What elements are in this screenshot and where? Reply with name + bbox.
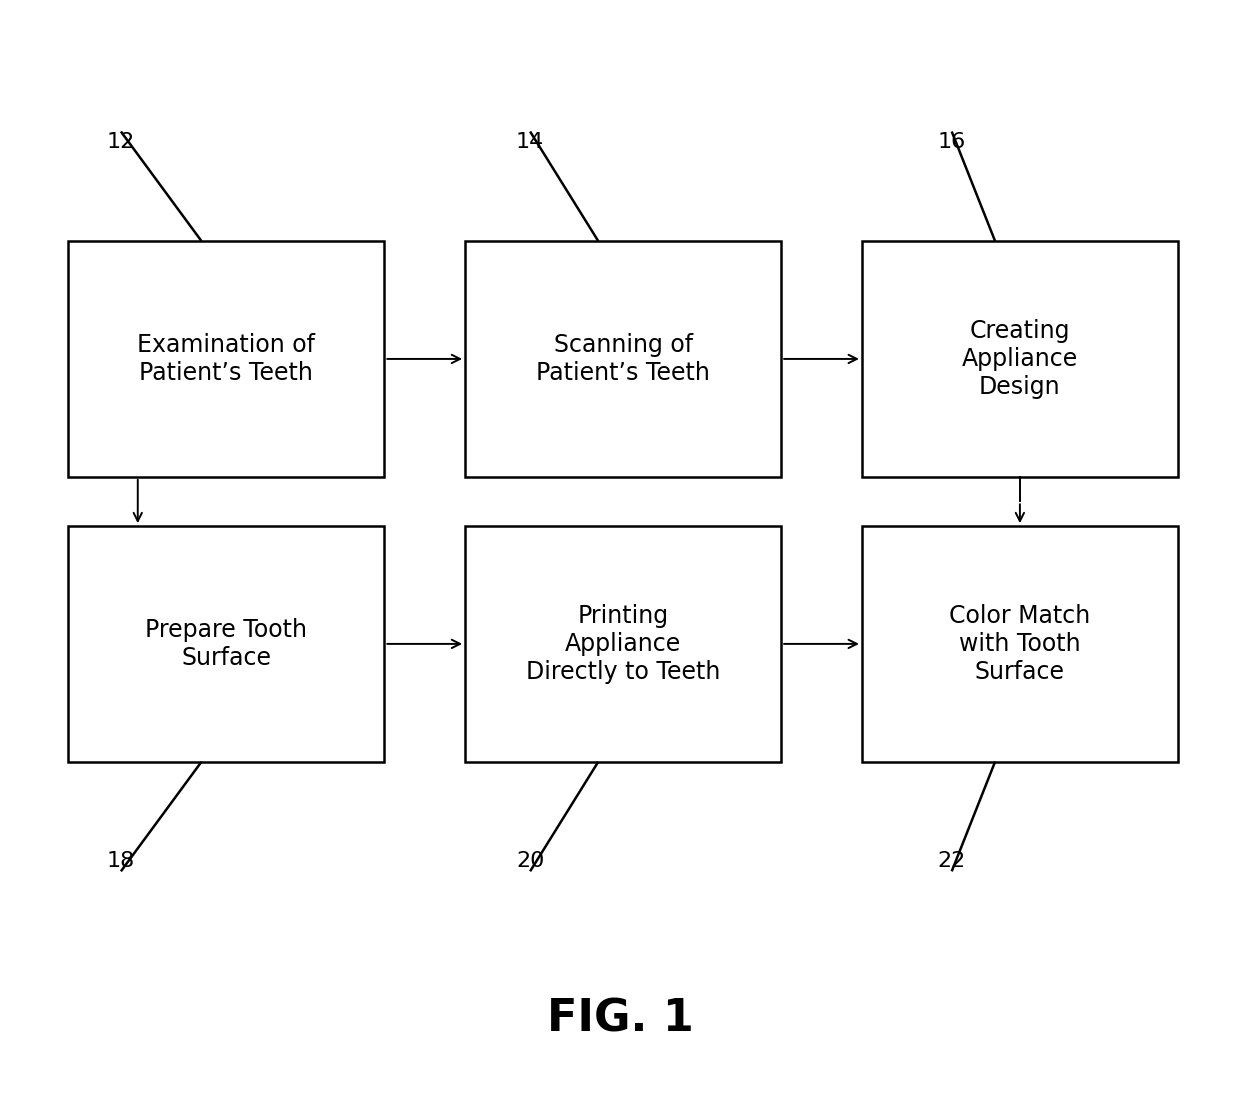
Bar — [862, 526, 1178, 762]
Bar — [465, 241, 781, 477]
Text: Scanning of
Patient’s Teeth: Scanning of Patient’s Teeth — [536, 333, 711, 385]
Text: 12: 12 — [107, 132, 135, 151]
Bar — [68, 241, 384, 477]
Bar — [465, 526, 781, 762]
Text: Prepare Tooth
Surface: Prepare Tooth Surface — [145, 618, 308, 670]
Text: 14: 14 — [516, 132, 544, 151]
Text: FIG. 1: FIG. 1 — [547, 997, 693, 1041]
Bar — [862, 241, 1178, 477]
Text: Color Match
with Tooth
Surface: Color Match with Tooth Surface — [950, 604, 1090, 684]
Text: 18: 18 — [107, 852, 135, 871]
Bar — [68, 526, 384, 762]
Text: 22: 22 — [937, 852, 966, 871]
Text: Examination of
Patient’s Teeth: Examination of Patient’s Teeth — [138, 333, 315, 385]
Text: Printing
Appliance
Directly to Teeth: Printing Appliance Directly to Teeth — [526, 604, 720, 684]
Text: Creating
Appliance
Design: Creating Appliance Design — [962, 319, 1078, 399]
Text: 16: 16 — [937, 132, 966, 151]
Text: 20: 20 — [516, 852, 544, 871]
